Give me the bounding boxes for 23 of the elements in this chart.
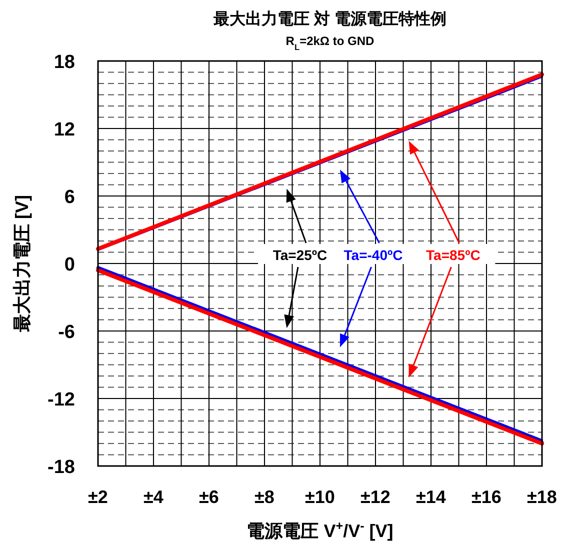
y-tick-label: 6 xyxy=(64,187,75,208)
text: Ta=-40ºC xyxy=(344,247,403,263)
x-axis-title: 電源電圧 V$^{+}$/V$^{-}$ [V] xyxy=(246,519,394,541)
chart-subtitle: R$_{L}$=2kΩ to GND xyxy=(286,34,375,52)
y-tick-label: 18 xyxy=(54,52,75,73)
x-tick-label: ±18 xyxy=(527,487,557,507)
y-tick-label: 12 xyxy=(54,120,75,140)
y-tick-label: 0 xyxy=(64,254,75,276)
y-tick-label: -12 xyxy=(48,390,75,410)
text: Ta=85ºC xyxy=(426,247,480,263)
y-tick-label: -6 xyxy=(58,322,75,343)
x-tick-label: ±2 xyxy=(88,487,108,507)
text: Ta=25ºC xyxy=(272,247,328,263)
x-tick-label: ±8 xyxy=(254,487,274,507)
x-tick-label: ±10 xyxy=(305,487,335,507)
y-axis-title: 最大出力電圧 [V] xyxy=(12,195,32,333)
chart-title: 最大出力電圧 対 電源電圧特性例 xyxy=(212,9,446,28)
y-tick-label: -18 xyxy=(48,457,75,478)
x-tick-label: ±12 xyxy=(360,487,390,507)
x-tick-label: ±4 xyxy=(144,487,164,507)
x-tick-label: ±16 xyxy=(472,487,502,507)
x-tick-label: ±6 xyxy=(199,487,219,507)
x-tick-label: ±14 xyxy=(416,487,446,507)
